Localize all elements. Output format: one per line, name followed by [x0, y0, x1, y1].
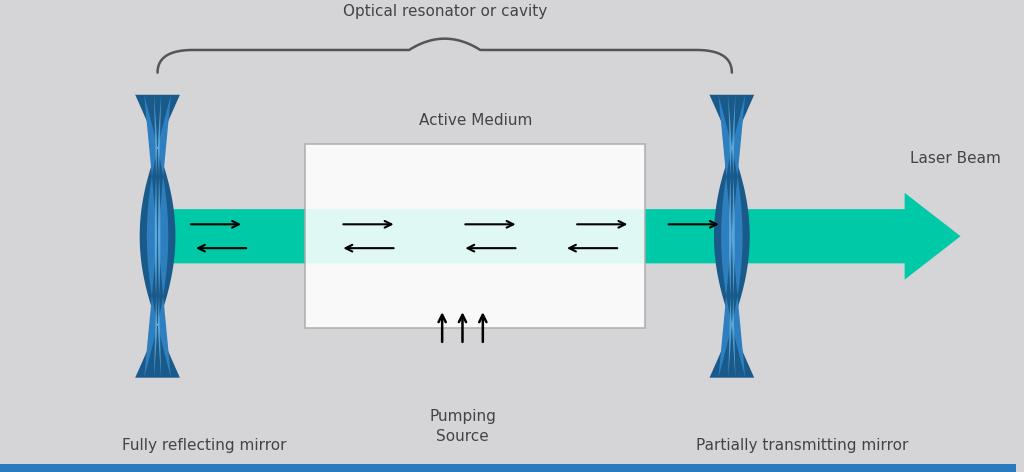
Text: Optical resonator or cavity: Optical resonator or cavity [343, 4, 547, 19]
Text: Fully reflecting mirror: Fully reflecting mirror [122, 438, 287, 453]
PathPatch shape [154, 95, 161, 378]
Text: Active Medium: Active Medium [419, 113, 531, 128]
Text: Partially transmitting mirror: Partially transmitting mirror [696, 438, 908, 453]
PathPatch shape [728, 95, 735, 378]
Bar [305, 144, 645, 328]
PathPatch shape [719, 95, 745, 378]
Bar [0, 464, 1017, 472]
PathPatch shape [144, 95, 171, 378]
Text: Pumping
Source: Pumping Source [429, 409, 496, 444]
FancyArrow shape [158, 193, 961, 279]
PathPatch shape [135, 95, 180, 378]
Text: Laser Beam: Laser Beam [909, 151, 1000, 166]
PathPatch shape [710, 95, 755, 378]
